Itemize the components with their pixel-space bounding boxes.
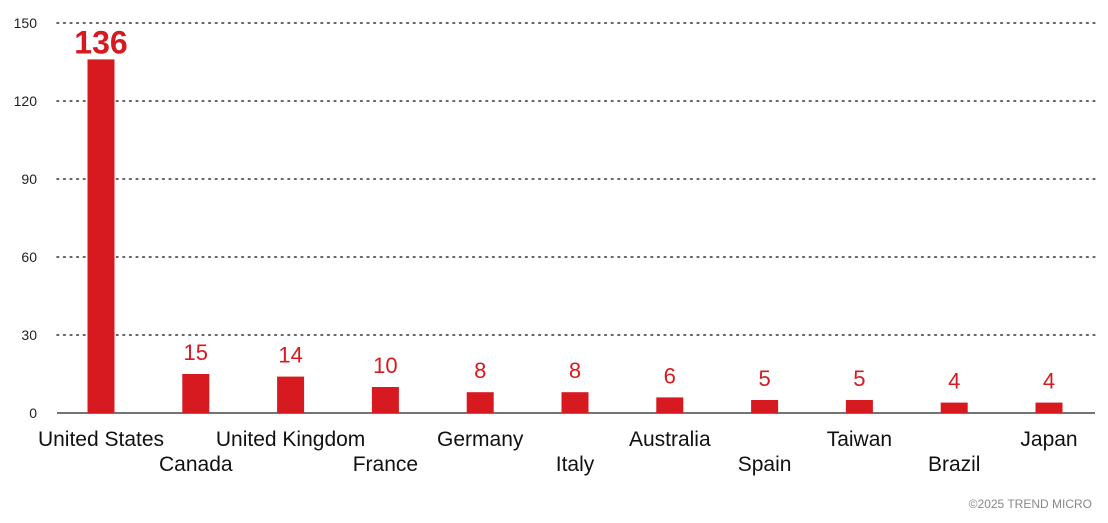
y-tick-label: 120 <box>14 93 38 109</box>
category-label: Japan <box>1020 428 1077 451</box>
y-tick-label: 150 <box>14 15 38 31</box>
value-label: 4 <box>1043 369 1055 394</box>
bar-spain <box>751 400 779 413</box>
value-label: 8 <box>474 358 486 383</box>
y-axis-ticks: 0 30 60 90 120 150 <box>14 15 38 421</box>
value-labels: 136 15 14 10 8 8 6 5 5 4 4 <box>74 24 1055 393</box>
bar-italy <box>561 392 589 413</box>
category-label: Spain <box>738 453 792 476</box>
bar-germany <box>466 392 494 413</box>
value-label: 14 <box>278 343 302 368</box>
value-label: 5 <box>758 366 770 391</box>
bar-united-kingdom <box>277 376 305 413</box>
y-tick-label: 60 <box>21 249 37 265</box>
bar-france <box>371 387 399 413</box>
category-label: Italy <box>556 453 595 476</box>
bar-brazil <box>940 402 968 413</box>
value-label: 136 <box>74 24 127 60</box>
bar-united-states <box>87 59 115 414</box>
value-label: 6 <box>664 363 676 388</box>
bar-canada <box>182 374 210 413</box>
category-label: Australia <box>629 428 711 451</box>
value-label: 5 <box>853 366 865 391</box>
category-label: Taiwan <box>827 428 892 451</box>
grid-layer <box>56 22 1096 414</box>
category-label: United Kingdom <box>216 428 365 451</box>
bars <box>87 59 1063 414</box>
copyright-text: ©2025 TREND MICRO <box>969 497 1092 511</box>
bar-taiwan <box>845 400 873 413</box>
value-label: 4 <box>948 369 960 394</box>
bar-australia <box>656 397 684 413</box>
category-label: Germany <box>437 428 524 451</box>
y-tick-label: 0 <box>29 405 37 421</box>
value-label: 15 <box>184 340 208 365</box>
category-label: Canada <box>159 453 233 476</box>
value-label: 10 <box>373 353 397 378</box>
category-label: United States <box>38 428 164 451</box>
bar-japan <box>1035 402 1063 413</box>
value-label: 8 <box>569 358 581 383</box>
y-tick-label: 90 <box>21 171 37 187</box>
category-label: France <box>353 453 418 476</box>
category-label: Brazil <box>928 453 981 476</box>
y-tick-label: 30 <box>21 327 37 343</box>
